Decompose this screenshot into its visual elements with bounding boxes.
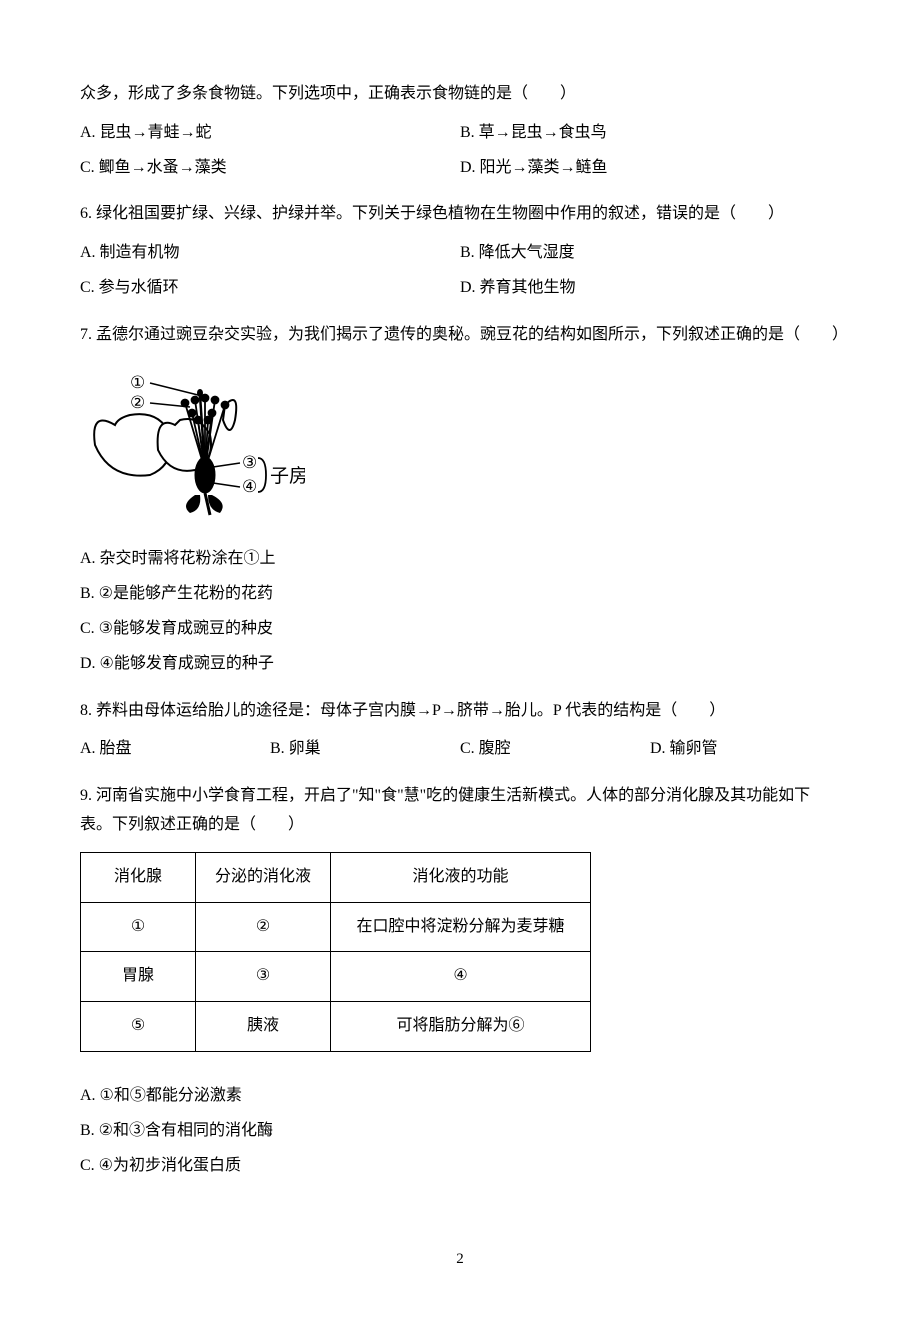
q9-table-container: 消化腺 分泌的消化液 消化液的功能 ① ② 在口腔中将淀粉分解为麦芽糖 胃腺 ③… — [80, 852, 840, 1052]
q9-table: 消化腺 分泌的消化液 消化液的功能 ① ② 在口腔中将淀粉分解为麦芽糖 胃腺 ③… — [80, 852, 591, 1052]
q9-options: A. ①和⑤都能分泌激素 B. ②和③含有相同的消化酶 C. ④为初步消化蛋白质 — [80, 1082, 840, 1186]
ovary-label: 子房 — [270, 465, 305, 487]
q9-option-b: B. ②和③含有相同的消化酶 — [80, 1117, 840, 1146]
q7-diagram: ① ② ③ ④ 子房 — [80, 365, 840, 531]
label-2: ② — [130, 393, 145, 412]
question-8: 8. 养料由母体运给胎儿的途径是：母体子宫内膜→P→脐带→胎儿。P 代表的结构是… — [80, 697, 840, 771]
cell-r3c3: 可将脂肪分解为⑥ — [331, 1002, 591, 1052]
cell-r1c1: ① — [81, 902, 196, 952]
question-5-continuation: 众多，形成了多条食物链。下列选项中，正确表示食物链的是（ ） A. 昆虫→青蛙→… — [80, 80, 840, 188]
q9-option-c: C. ④为初步消化蛋白质 — [80, 1152, 840, 1181]
q6-option-d: D. 养育其他生物 — [460, 274, 840, 303]
q5-option-a: A. 昆虫→青蛙→蛇 — [80, 119, 460, 148]
question-7: 7. 孟德尔通过豌豆杂交实验，为我们揭示了遗传的奥秘。豌豆花的结构如图所示，下列… — [80, 321, 840, 685]
cell-r2c2: ③ — [196, 952, 331, 1002]
q9-option-a: A. ①和⑤都能分泌激素 — [80, 1082, 840, 1111]
q8-option-d: D. 输卵管 — [650, 735, 840, 764]
q7-option-d: D. ④能够发育成豌豆的种子 — [80, 650, 840, 679]
label-3: ③ — [242, 453, 257, 472]
q8-text: 8. 养料由母体运给胎儿的途径是：母体子宫内膜→P→脐带→胎儿。P 代表的结构是… — [80, 697, 840, 726]
q7-text: 7. 孟德尔通过豌豆杂交实验，为我们揭示了遗传的奥秘。豌豆花的结构如图所示，下列… — [80, 321, 840, 350]
q6-text: 6. 绿化祖国要扩绿、兴绿、护绿并举。下列关于绿色植物在生物圈中作用的叙述，错误… — [80, 200, 840, 229]
q5-intro: 众多，形成了多条食物链。下列选项中，正确表示食物链的是（ ） — [80, 80, 840, 109]
cell-r2c1: 胃腺 — [81, 952, 196, 1002]
cell-r2c3: ④ — [331, 952, 591, 1002]
question-6: 6. 绿化祖国要扩绿、兴绿、护绿并举。下列关于绿色植物在生物圈中作用的叙述，错误… — [80, 200, 840, 308]
q5-option-b: B. 草→昆虫→食虫鸟 — [460, 119, 840, 148]
q7-options: A. 杂交时需将花粉涂在①上 B. ②是能够产生花粉的花药 C. ③能够发育成豌… — [80, 545, 840, 684]
pea-flower-diagram: ① ② ③ ④ 子房 — [80, 365, 305, 520]
question-9: 9. 河南省实施中小学食育工程，开启了"知"食"慧"吃的健康生活新模式。人体的部… — [80, 782, 840, 1186]
header-gland: 消化腺 — [81, 852, 196, 902]
table-row: ⑤ 胰液 可将脂肪分解为⑥ — [81, 1002, 591, 1052]
q6-option-c: C. 参与水循环 — [80, 274, 460, 303]
q9-text: 9. 河南省实施中小学食育工程，开启了"知"食"慧"吃的健康生活新模式。人体的部… — [80, 782, 840, 840]
label-4: ④ — [242, 477, 257, 496]
label-1: ① — [130, 373, 145, 392]
cell-r1c2: ② — [196, 902, 331, 952]
q8-option-a: A. 胎盘 — [80, 735, 270, 764]
q7-option-c: C. ③能够发育成豌豆的种皮 — [80, 615, 840, 644]
q8-options: A. 胎盘 B. 卵巢 C. 腹腔 D. 输卵管 — [80, 735, 840, 770]
q6-option-a: A. 制造有机物 — [80, 239, 460, 268]
table-header-row: 消化腺 分泌的消化液 消化液的功能 — [81, 852, 591, 902]
q8-option-c: C. 腹腔 — [460, 735, 650, 764]
q7-option-a: A. 杂交时需将花粉涂在①上 — [80, 545, 840, 574]
q5-options: A. 昆虫→青蛙→蛇 B. 草→昆虫→食虫鸟 C. 鲫鱼→水蚤→藻类 D. 阳光… — [80, 119, 840, 189]
table-row: 胃腺 ③ ④ — [81, 952, 591, 1002]
cell-r3c2: 胰液 — [196, 1002, 331, 1052]
cell-r1c3: 在口腔中将淀粉分解为麦芽糖 — [331, 902, 591, 952]
q8-option-b: B. 卵巢 — [270, 735, 460, 764]
page-number: 2 — [80, 1246, 840, 1273]
q6-option-b: B. 降低大气湿度 — [460, 239, 840, 268]
q6-options: A. 制造有机物 B. 降低大气湿度 C. 参与水循环 D. 养育其他生物 — [80, 239, 840, 309]
q5-option-d: D. 阳光→藻类→鲢鱼 — [460, 154, 840, 183]
q5-option-c: C. 鲫鱼→水蚤→藻类 — [80, 154, 460, 183]
table-row: ① ② 在口腔中将淀粉分解为麦芽糖 — [81, 902, 591, 952]
header-fluid: 分泌的消化液 — [196, 852, 331, 902]
q7-option-b: B. ②是能够产生花粉的花药 — [80, 580, 840, 609]
header-function: 消化液的功能 — [331, 852, 591, 902]
cell-r3c1: ⑤ — [81, 1002, 196, 1052]
